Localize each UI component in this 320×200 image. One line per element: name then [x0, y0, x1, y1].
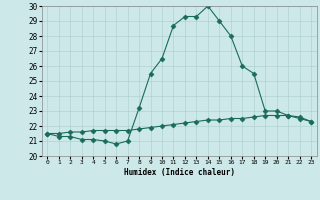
X-axis label: Humidex (Indice chaleur): Humidex (Indice chaleur) [124, 168, 235, 177]
